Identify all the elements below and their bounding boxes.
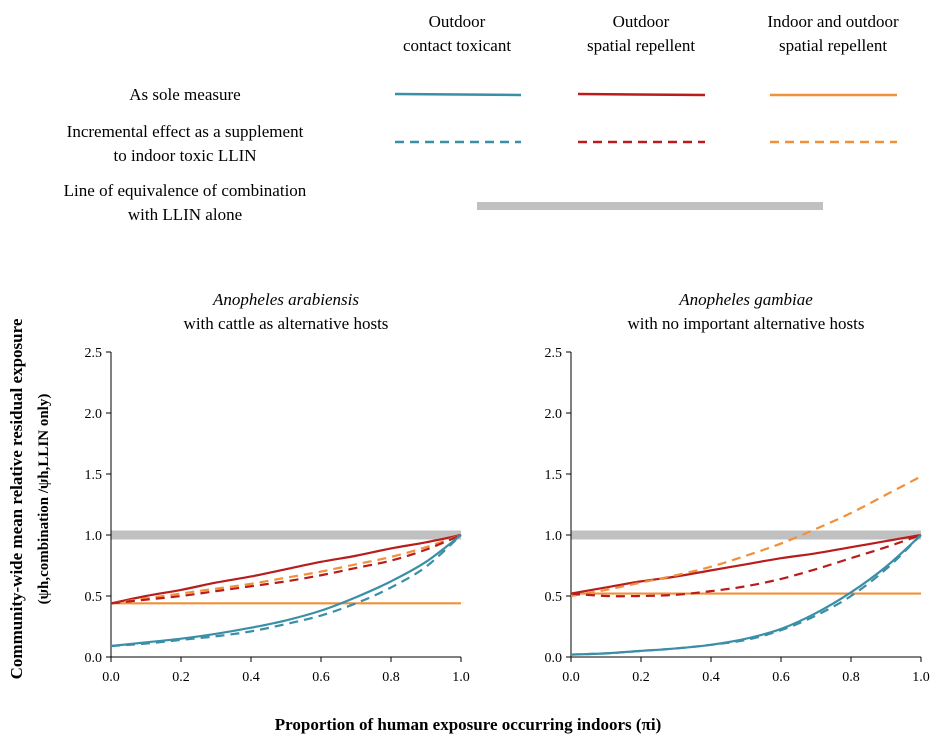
y-tick-label: 2.5	[85, 346, 103, 361]
y-tick-label: 1.0	[85, 529, 103, 544]
x-axis-label: Proportion of human exposure occurring i…	[275, 715, 661, 734]
series-line-sr-sole	[110, 533, 462, 605]
legend-row-2-line-2: to indoor toxic LLIN	[113, 146, 256, 165]
legend-row-3-line-2: with LLIN alone	[128, 205, 242, 224]
y-tick-label: 2.0	[545, 407, 563, 422]
panel-title-species: Anopheles gambiae	[678, 290, 813, 309]
y-tick-label: 1.5	[545, 468, 563, 483]
x-tick-label: 0.2	[632, 670, 650, 685]
legend-col-2-line-1: Outdoor	[613, 12, 670, 31]
y-tick-label: 1.0	[545, 529, 563, 544]
series-line-ct-sole	[570, 534, 922, 656]
series-line-io-supp	[110, 533, 462, 605]
y-axis-formula: (ψh,combination /ψh,LLIN only)	[36, 394, 52, 605]
panel-title-subtitle: with no important alternative hosts	[627, 314, 864, 333]
panel-title-species: Anopheles arabiensis	[212, 290, 359, 309]
legend-row-3-line-1: Line of equivalence of combination	[64, 181, 307, 200]
x-tick-label: 1.0	[452, 670, 470, 685]
series-line-sr-supp	[110, 533, 462, 605]
panel-arabiensis: Anopheles arabiensis with cattle as alte…	[85, 290, 470, 685]
plot-area: 0.0 0.5 1.0 1.5 2.0 2.5 0.0 0.2 0.4 0.6 0.8 1.0	[545, 346, 930, 685]
legend-col-1-line-1: Outdoor	[429, 12, 486, 31]
y-tick-label: 2.5	[545, 346, 563, 361]
x-tick-label: 0.0	[562, 670, 580, 685]
y-tick-label: 0.5	[85, 590, 103, 605]
legend-col-1-line-2: contact toxicant	[403, 36, 511, 55]
x-tick-label: 0.6	[312, 670, 330, 685]
x-tick-label: 0.4	[702, 670, 720, 685]
x-tick-label: 0.8	[382, 670, 400, 685]
y-tick-label: 0.5	[545, 590, 563, 605]
x-tick-label: 1.0	[912, 670, 930, 685]
x-tick-label: 0.4	[242, 670, 260, 685]
x-tick-label: 0.2	[172, 670, 190, 685]
legend-col-3-line-1: Indoor and outdoor	[767, 12, 899, 31]
y-tick-label: 1.5	[85, 468, 103, 483]
legend: Outdoor contact toxicant Outdoor spatial…	[64, 12, 899, 224]
panel-gambiae: Anopheles gambiae with no important alte…	[545, 290, 930, 685]
x-tick-label: 0.6	[772, 670, 790, 685]
legend-col-2-line-2: spatial repellent	[587, 36, 695, 55]
series-line-io-supp	[570, 475, 922, 598]
legend-swatch-ct-sole	[394, 92, 522, 97]
legend-col-3-line-2: spatial repellent	[779, 36, 887, 55]
y-tick-label: 0.0	[545, 651, 563, 666]
panel-title-subtitle: with cattle as alternative hosts	[184, 314, 389, 333]
series-line-ct-sole	[110, 534, 462, 648]
y-tick-label: 2.0	[85, 407, 103, 422]
legend-swatch-sr-sole	[577, 92, 706, 97]
x-tick-label: 0.8	[842, 670, 860, 685]
series-line-ct-supp	[110, 534, 462, 648]
y-tick-label: 0.0	[85, 651, 103, 666]
y-axis-label: Community-wide mean relative residual ex…	[7, 318, 26, 679]
series-line-sr-sole	[570, 533, 922, 595]
legend-row-2-line-1: Incremental effect as a supplement	[67, 122, 304, 141]
series-line-ct-supp	[570, 534, 922, 656]
x-tick-label: 0.0	[102, 670, 120, 685]
legend-row-1-label: As sole measure	[129, 85, 240, 104]
plot-area: 0.0 0.5 1.0 1.5 2.0 2.5 0.0 0.2 0.4 0.6 0.8 1.0	[85, 346, 470, 685]
